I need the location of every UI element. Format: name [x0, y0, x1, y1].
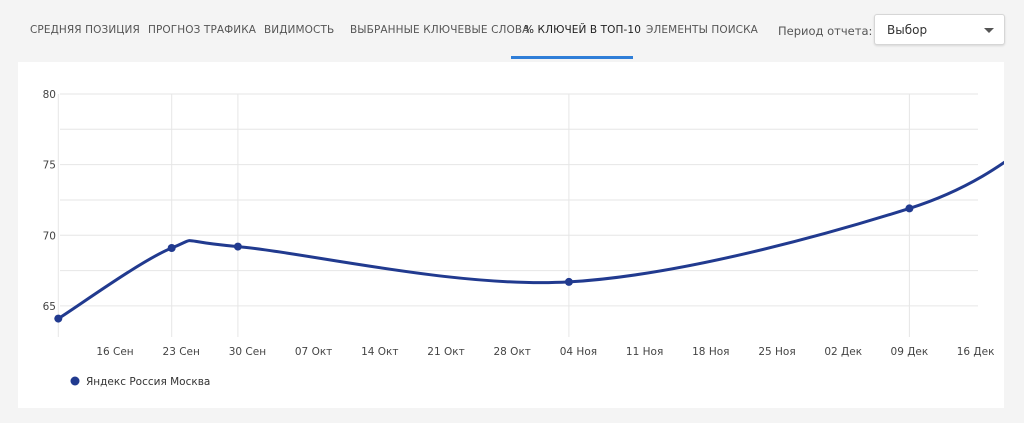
x-tick-label: 25 Ноя	[758, 346, 795, 358]
x-tick-label: 14 Окт	[361, 346, 398, 358]
x-tick-label: 30 Сен	[229, 346, 266, 358]
x-tick-label: 28 Окт	[493, 346, 530, 358]
x-tick-label: 23 Сен	[163, 346, 200, 358]
x-axis-ticks: 16 Сен 23 Сен 30 Сен 07 Окт 14 Окт 21 Окт 28 О…	[96, 346, 994, 358]
period-select[interactable]: Выбор	[874, 14, 1005, 45]
data-point[interactable]	[167, 244, 176, 252]
report-tabs: СРЕДНЯЯ ПОЗИЦИЯ ПРОГНОЗ ТРАФИКА ВИДИМОСТ…	[0, 0, 1024, 60]
series-line-yandex-moscow	[56, 160, 1004, 321]
y-tick-label: 80	[43, 89, 56, 101]
x-tick-label: 18 Ноя	[692, 346, 729, 358]
active-tab-indicator	[511, 56, 633, 59]
x-tick-label: 16 Дек	[957, 346, 995, 358]
tab-selected-keywords[interactable]: ВЫБРАННЫЕ КЛЮЧЕВЫЕ СЛОВА	[350, 24, 530, 36]
x-tick-label: 21 Окт	[427, 346, 464, 358]
tab-keywords-top10[interactable]: % КЛЮЧЕЙ В ТОП-10	[524, 24, 641, 36]
y-axis-ticks: 65 70 75 80	[43, 89, 56, 313]
x-tick-label: 16 Сен	[96, 346, 133, 358]
legend-marker	[70, 376, 80, 386]
x-tick-label: 07 Окт	[295, 346, 332, 358]
x-tick-label: 04 Ноя	[560, 346, 597, 358]
top10-line-chart: 65 70 75 80 16 Сен 23 Сен 30 Сен 07 Окт 14 Окт 2…	[43, 89, 1004, 388]
chart-panel: 65 70 75 80 16 Сен 23 Сен 30 Сен 07 Окт 14 Окт 2…	[18, 62, 1004, 408]
horizontal-gridlines	[60, 93, 978, 307]
legend-label: Яндекс Россия Москва	[86, 376, 210, 388]
data-point[interactable]	[54, 314, 63, 323]
tab-visibility[interactable]: ВИДИМОСТЬ	[264, 24, 335, 36]
period-label: Период отчета:	[778, 24, 873, 38]
data-point[interactable]	[905, 204, 914, 213]
y-tick-label: 70	[43, 230, 56, 242]
x-tick-label: 09 Дек	[891, 346, 929, 358]
y-tick-label: 65	[43, 301, 56, 313]
tab-search-elements[interactable]: ЭЛЕМЕНТЫ ПОИСКА	[646, 24, 758, 36]
data-point[interactable]	[564, 277, 573, 286]
tab-average-position[interactable]: СРЕДНЯЯ ПОЗИЦИЯ	[30, 24, 140, 36]
chevron-down-icon	[984, 28, 994, 33]
period-select-value: Выбор	[887, 23, 928, 37]
data-point[interactable]	[233, 242, 242, 251]
tab-traffic-forecast[interactable]: ПРОГНОЗ ТРАФИКА	[148, 24, 257, 36]
legend[interactable]: Яндекс Россия Москва	[70, 376, 211, 388]
series-points	[54, 204, 914, 323]
x-tick-label: 11 Ноя	[626, 346, 663, 358]
vertical-gridlines	[57, 94, 910, 337]
y-tick-label: 75	[43, 160, 56, 172]
x-tick-label: 02 Дек	[824, 346, 862, 358]
